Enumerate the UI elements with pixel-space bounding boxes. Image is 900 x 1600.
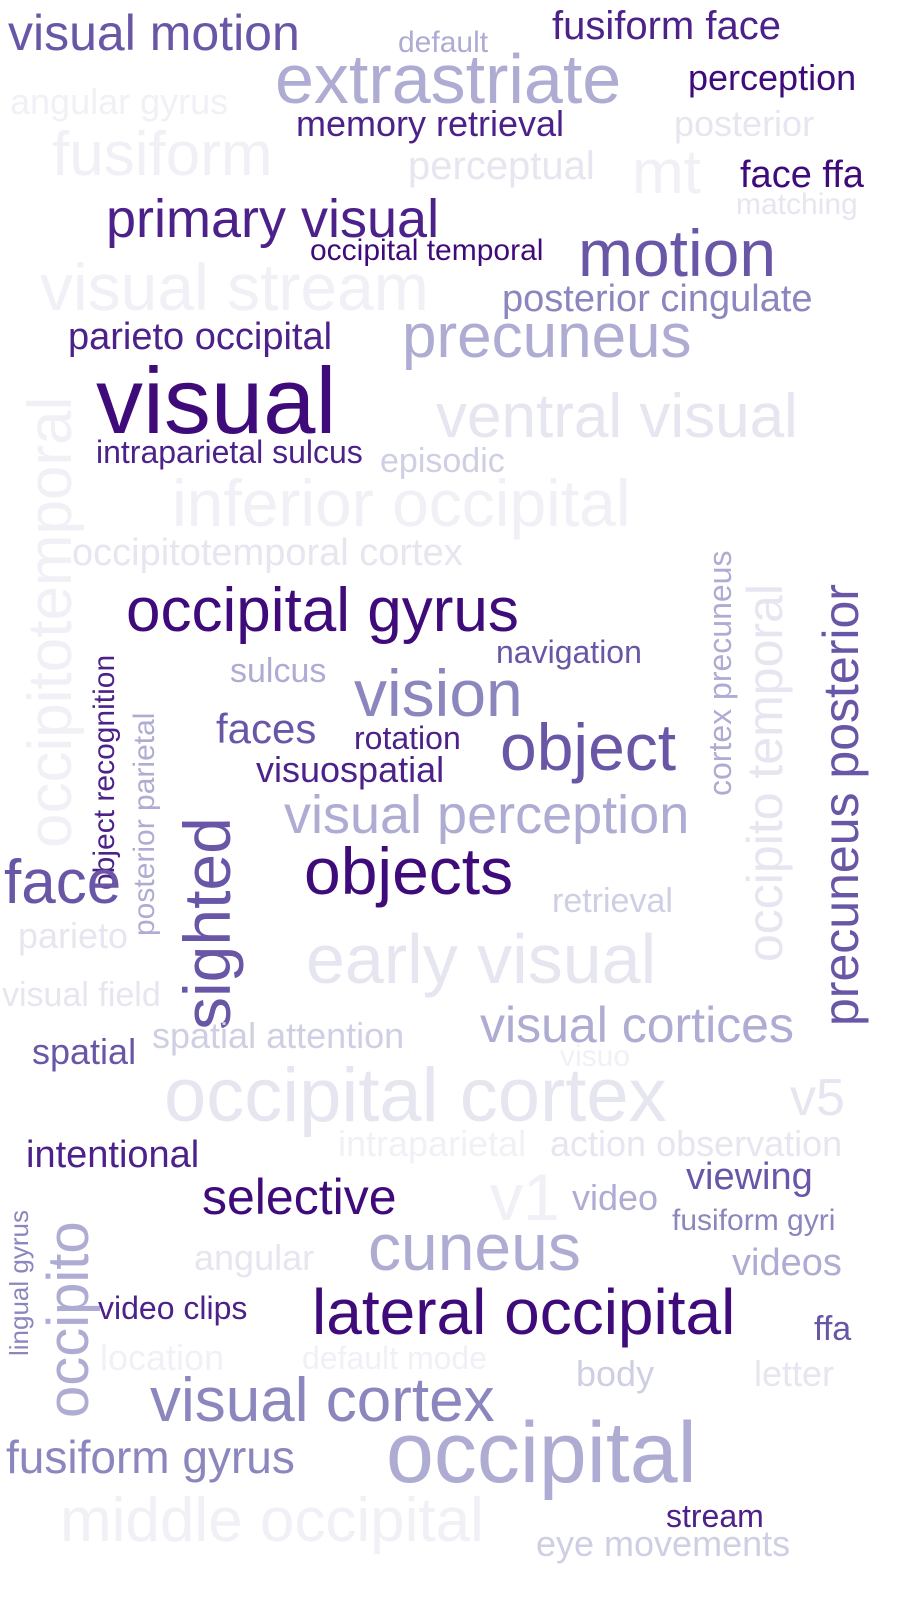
word-occipitotemporal: occipitotemporal bbox=[16, 396, 85, 848]
word-fusiform: fusiform bbox=[52, 120, 273, 189]
word-visual-field: visual field bbox=[2, 976, 161, 1014]
word-matching: matching bbox=[736, 188, 858, 221]
word-retrieval: retrieval bbox=[552, 882, 673, 920]
word-fusiform-gyri: fusiform gyri bbox=[672, 1204, 836, 1237]
word-objects: objects bbox=[304, 834, 514, 908]
word-intraparietal-sulcus: intraparietal sulcus bbox=[96, 434, 363, 470]
word-primary-visual: primary visual bbox=[106, 189, 440, 249]
word-location: location bbox=[100, 1337, 225, 1378]
word-occipito-temporal: occipito temporal bbox=[737, 584, 793, 962]
word-perceptual: perceptual bbox=[408, 144, 595, 188]
word-ffa: ffa bbox=[814, 1310, 852, 1348]
word-occipital-temporal: occipital temporal bbox=[310, 234, 544, 267]
word-eye-movements: eye movements bbox=[536, 1523, 791, 1564]
word-posterior-cingulate: posterior cingulate bbox=[502, 278, 813, 320]
word-extrastriate: extrastriate bbox=[275, 40, 622, 118]
word-intentional: intentional bbox=[26, 1134, 200, 1176]
word-videos: videos bbox=[732, 1242, 842, 1284]
word-visuo: visuo bbox=[560, 1040, 631, 1073]
word-faces: faces bbox=[216, 705, 317, 752]
word-vision: vision bbox=[354, 656, 523, 730]
word-occipital-cortex: occipital cortex bbox=[164, 1053, 667, 1138]
word-precuneus-posterior: precuneus posterior bbox=[813, 584, 869, 1026]
word-object: object bbox=[500, 710, 677, 784]
word-cuneus: cuneus bbox=[368, 1210, 581, 1284]
word-default: default bbox=[398, 26, 489, 59]
word-fusiform-face: fusiform face bbox=[552, 4, 781, 48]
word-occipital: occipital bbox=[386, 1405, 697, 1501]
word-parieto-occipital: parieto occipital bbox=[68, 316, 333, 358]
word-visual-perception: visual perception bbox=[284, 785, 690, 845]
word-v5: v5 bbox=[790, 1069, 845, 1127]
word-selective: selective bbox=[202, 1169, 397, 1225]
word-spatial-attention: spatial attention bbox=[152, 1015, 405, 1056]
word-visual-stream: visual stream bbox=[40, 250, 429, 324]
word-early-visual: early visual bbox=[306, 920, 657, 998]
word-posterior: posterior bbox=[674, 103, 815, 144]
word-face-ffa: face ffa bbox=[740, 154, 864, 196]
word-viewing: viewing bbox=[686, 1156, 813, 1198]
word-body: body bbox=[576, 1353, 655, 1394]
word-middle-occipital: middle occipital bbox=[60, 1486, 484, 1555]
word-default-mode: default mode bbox=[302, 1340, 488, 1376]
word-sighted: sighted bbox=[170, 817, 244, 1030]
word-action-observation: action observation bbox=[550, 1123, 843, 1164]
word-angular: angular bbox=[194, 1237, 315, 1278]
word-inferior-occipital: inferior occipital bbox=[172, 466, 631, 540]
word-mt: mt bbox=[632, 138, 701, 207]
word-spatial: spatial bbox=[32, 1031, 137, 1072]
word-cortex-precuneus: cortex precuneus bbox=[702, 550, 738, 796]
word-intraparietal: intraparietal bbox=[338, 1123, 527, 1164]
word-navigation: navigation bbox=[496, 634, 642, 670]
word-face: face bbox=[4, 848, 122, 917]
word-precuneus: precuneus bbox=[402, 302, 692, 371]
word-sulcus: sulcus bbox=[230, 652, 327, 690]
word-v1: v1 bbox=[490, 1160, 560, 1234]
word-occipito: occipito bbox=[36, 1221, 101, 1418]
word-letter: letter bbox=[754, 1353, 835, 1394]
word-posterior-parietal: posterior parietal bbox=[128, 712, 161, 936]
word-visual-motion: visual motion bbox=[8, 5, 300, 61]
word-lingual-gyrus: lingual gyrus bbox=[4, 1210, 34, 1356]
word-visual-cortex: visual cortex bbox=[150, 1366, 495, 1435]
word-parieto: parieto bbox=[18, 915, 129, 956]
word-video-clips: video clips bbox=[98, 1290, 248, 1326]
word-occipital-gyrus: occipital gyrus bbox=[126, 576, 519, 645]
word-rotation: rotation bbox=[354, 720, 461, 756]
word-video: video bbox=[572, 1177, 659, 1218]
word-fusiform-gyrus: fusiform gyrus bbox=[6, 1431, 295, 1483]
word-visual: visual bbox=[96, 348, 337, 453]
word-episodic: episodic bbox=[380, 442, 505, 480]
word-perception: perception bbox=[688, 57, 857, 98]
word-lateral-occipital: lateral occipital bbox=[312, 1276, 736, 1348]
word-visuospatial: visuospatial bbox=[256, 749, 445, 790]
word-angular-gyrus: angular gyrus bbox=[10, 81, 229, 122]
word-motion: motion bbox=[578, 216, 777, 290]
word-ventral-visual: ventral visual bbox=[436, 382, 798, 451]
word-memory-retrieval: memory retrieval bbox=[296, 103, 565, 144]
word-stream: stream bbox=[666, 1498, 764, 1534]
word-visual-cortices: visual cortices bbox=[480, 997, 794, 1053]
word-occipitotemporal-cortex: occipitotemporal cortex bbox=[72, 532, 463, 574]
